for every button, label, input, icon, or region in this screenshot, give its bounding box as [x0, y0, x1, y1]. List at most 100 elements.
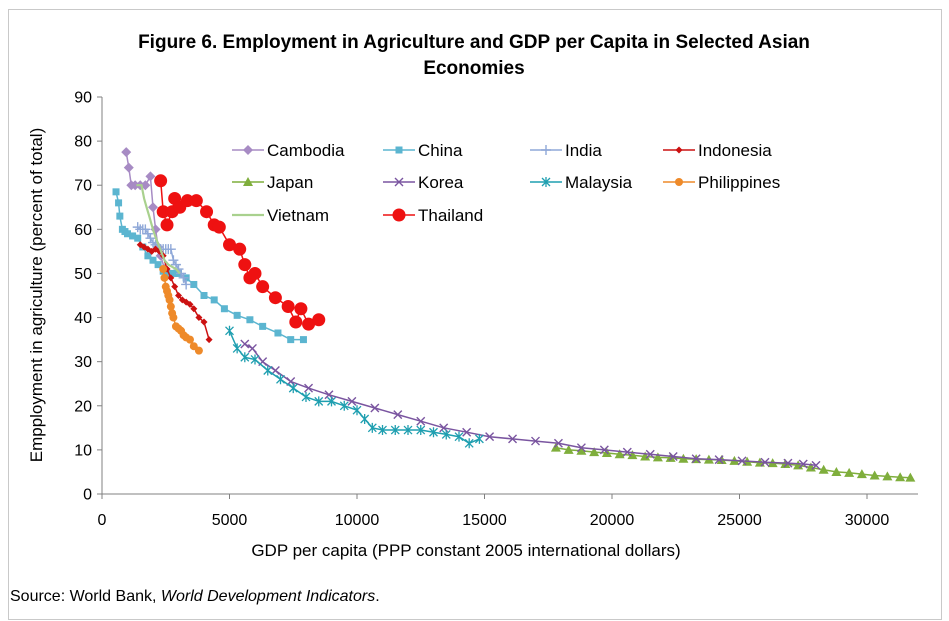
data-point-malaysia	[474, 433, 484, 444]
data-point-indonesia	[186, 300, 194, 308]
data-point-korea	[760, 457, 770, 467]
data-point-korea	[462, 427, 472, 437]
data-point-korea	[783, 458, 793, 468]
data-point-china	[200, 292, 208, 299]
data-point-japan	[905, 472, 916, 482]
y-tick-label: 20	[74, 398, 92, 415]
source-prefix: Source: World Bank,	[10, 588, 161, 605]
legend-item-indonesia: Indonesia	[663, 141, 772, 160]
legend-item-thailand: Thailand	[383, 206, 483, 225]
data-point-korea	[599, 445, 609, 455]
legend-label-japan: Japan	[267, 173, 313, 192]
source-publication: World Development Indicators	[160, 588, 376, 605]
data-point-japan	[576, 445, 587, 455]
data-point-india	[178, 272, 189, 283]
data-point-korea	[811, 460, 821, 470]
data-point-korea	[668, 452, 678, 462]
data-point-china	[129, 232, 137, 240]
data-point-china	[246, 316, 254, 324]
series-thailand	[154, 174, 326, 331]
legend-item-china: China	[383, 141, 463, 160]
data-point-malaysia	[301, 391, 311, 402]
data-point-thailand	[160, 218, 174, 232]
data-point-japan	[805, 462, 816, 472]
legend-label-india: India	[565, 141, 602, 160]
data-point-thailand	[268, 291, 282, 305]
series-layer	[112, 147, 916, 482]
series-indonesia	[136, 241, 213, 344]
data-point-china	[144, 252, 152, 260]
data-point-china	[210, 296, 218, 304]
legend-label-vietnam: Vietnam	[267, 206, 329, 225]
x-tick-label: 20000	[590, 512, 635, 529]
y-tick-label: 80	[74, 134, 92, 151]
y-tick-label: 70	[74, 178, 92, 195]
data-point-thailand	[180, 194, 194, 208]
data-point-malaysia	[441, 429, 451, 440]
data-point-malaysia	[416, 425, 426, 436]
data-point-japan	[652, 452, 663, 462]
data-point-philippines	[159, 265, 168, 274]
data-point-malaysia	[378, 425, 387, 436]
data-point-malaysia	[276, 374, 285, 385]
y-tick-label: 60	[74, 222, 92, 239]
data-point-malaysia	[240, 352, 250, 363]
data-point-philippines	[185, 335, 194, 344]
data-point-korea	[645, 449, 655, 459]
data-point-thailand	[238, 258, 252, 272]
data-point-china	[220, 305, 228, 313]
data-point-philippines	[165, 295, 174, 304]
y-tick-label: 50	[74, 266, 92, 283]
data-point-china	[233, 311, 241, 319]
x-axis-label: GDP per capita (PPP constant 2005 intern…	[251, 541, 680, 560]
data-point-thailand	[312, 313, 326, 327]
legend-label-philippines: Philippines	[698, 173, 780, 192]
data-point-korea	[714, 455, 724, 465]
y-tick-label: 10	[74, 442, 92, 459]
data-point-thailand	[294, 302, 308, 316]
data-point-thailand	[154, 174, 168, 188]
legend-item-vietnam: Vietnam	[232, 206, 329, 225]
data-point-indonesia	[190, 305, 198, 313]
data-point-japan	[869, 470, 880, 480]
legend-swatch-marker	[243, 177, 253, 186]
data-point-india	[142, 228, 153, 239]
series-line-korea	[244, 343, 817, 467]
data-point-china	[287, 336, 295, 344]
data-point-malaysia	[454, 431, 464, 442]
data-point-korea	[798, 459, 808, 469]
legend-item-japan: Japan	[232, 173, 313, 192]
x-tick-label: 0	[98, 512, 107, 529]
chart-frame	[8, 9, 942, 620]
data-point-japan	[627, 450, 638, 460]
source-note: Source: World Bank, World Development In…	[10, 588, 380, 606]
data-point-japan	[550, 442, 561, 452]
data-point-china	[115, 199, 123, 207]
data-point-malaysia	[288, 383, 298, 394]
legend-swatch-marker	[243, 145, 253, 155]
data-point-korea	[553, 438, 563, 448]
legend-swatch-marker	[541, 177, 551, 187]
data-point-malaysia	[352, 405, 362, 416]
chart-title-line1: Figure 6. Employment in Agriculture and …	[138, 32, 810, 53]
data-point-cambodia	[121, 147, 132, 158]
data-point-korea	[370, 403, 380, 413]
data-point-malaysia	[263, 365, 273, 376]
legend-label-indonesia: Indonesia	[698, 141, 772, 160]
data-point-malaysia	[464, 438, 474, 449]
data-point-malaysia	[390, 425, 400, 436]
data-point-korea	[347, 396, 357, 406]
data-point-china	[134, 234, 142, 242]
y-axis-label: Empployment in agriculture (percent of t…	[27, 128, 46, 463]
series-korea	[240, 339, 821, 470]
data-point-china	[169, 269, 177, 277]
data-point-korea	[485, 432, 495, 442]
legend-label-malaysia: Malaysia	[565, 173, 633, 192]
data-point-philippines	[169, 313, 178, 322]
data-point-japan	[640, 451, 651, 461]
data-point-india	[145, 233, 156, 244]
data-point-thailand	[233, 242, 247, 256]
data-point-cambodia	[145, 171, 156, 182]
data-point-china	[149, 256, 157, 264]
data-point-japan	[614, 449, 625, 459]
